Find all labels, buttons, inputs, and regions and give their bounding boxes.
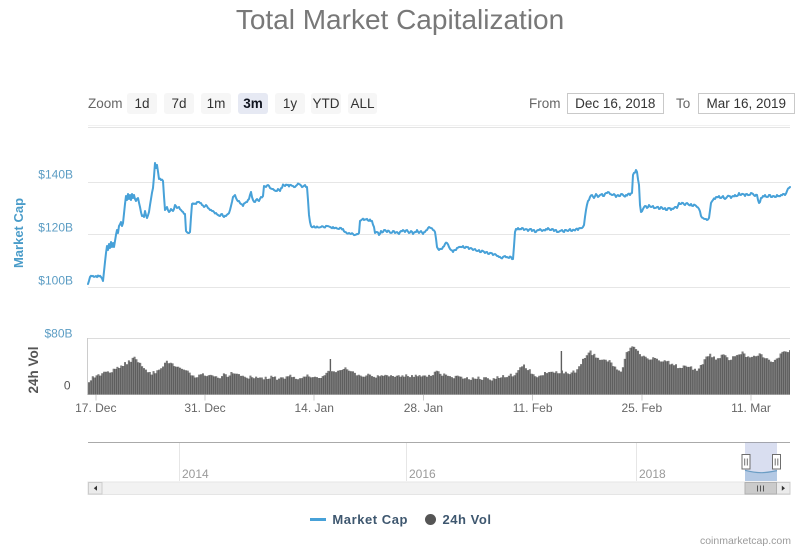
svg-text:$100B: $100B bbox=[38, 274, 73, 288]
svg-text:17. Dec: 17. Dec bbox=[75, 401, 116, 415]
svg-text:$80B: $80B bbox=[44, 327, 72, 341]
svg-text:$140B: $140B bbox=[38, 168, 73, 182]
svg-text:11. Feb: 11. Feb bbox=[513, 401, 553, 415]
svg-text:2018: 2018 bbox=[639, 467, 666, 481]
svg-text:2016: 2016 bbox=[409, 467, 436, 481]
svg-text:31. Dec: 31. Dec bbox=[184, 401, 225, 415]
svg-text:2014: 2014 bbox=[182, 467, 209, 481]
svg-text:11. Mar: 11. Mar bbox=[731, 401, 771, 415]
svg-text:Market Cap: Market Cap bbox=[11, 198, 26, 268]
svg-text:$120B: $120B bbox=[38, 221, 73, 235]
svg-text:14. Jan: 14. Jan bbox=[295, 401, 334, 415]
svg-text:0: 0 bbox=[64, 379, 71, 393]
svg-text:25. Feb: 25. Feb bbox=[621, 401, 662, 415]
svg-text:24h Vol: 24h Vol bbox=[26, 346, 41, 393]
svg-text:28. Jan: 28. Jan bbox=[404, 401, 443, 415]
